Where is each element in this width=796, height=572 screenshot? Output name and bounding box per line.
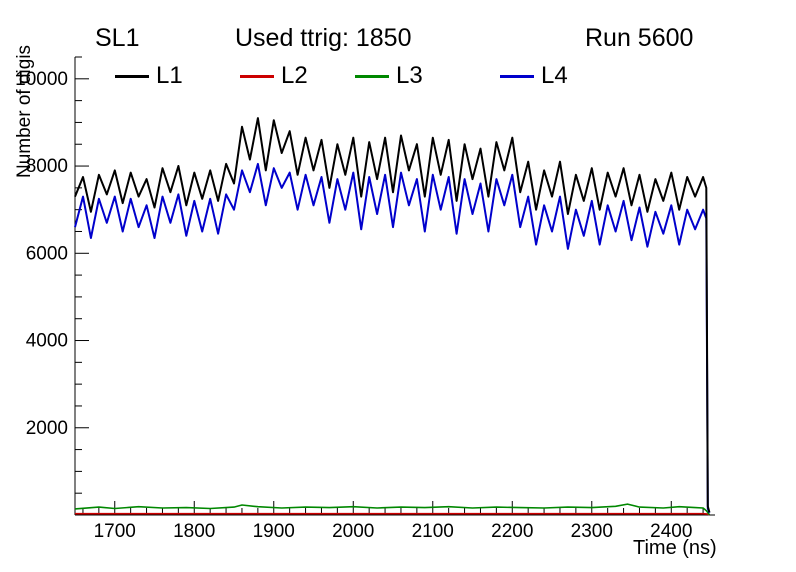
- x-tick-label: 2000: [332, 521, 374, 542]
- ttrig-label: Used ttrig: 1850: [235, 24, 412, 52]
- legend-swatch-L3: [355, 74, 389, 78]
- y-tick-label: 2000: [26, 418, 68, 439]
- legend-label-L2: L2: [281, 62, 308, 89]
- x-tick-label: 2300: [571, 521, 613, 542]
- x-axis-title: Time (ns): [633, 537, 717, 559]
- y-axis-title: Number of digis: [14, 44, 35, 178]
- x-tick-label: 2200: [491, 521, 533, 542]
- run-label: Run 5600: [585, 24, 694, 52]
- legend-swatch-L1: [115, 74, 149, 78]
- legend-label-L3: L3: [396, 62, 423, 89]
- legend-label-L4: L4: [541, 62, 568, 89]
- legend-label-L1: L1: [156, 62, 183, 89]
- x-tick-label: 2100: [412, 521, 454, 542]
- y-tick-label: 4000: [26, 331, 68, 352]
- legend-entry-L2: L2: [240, 63, 308, 89]
- legend-entry-L3: L3: [355, 63, 423, 89]
- x-tick-label: 1800: [173, 521, 215, 542]
- legend-entry-L1: L1: [115, 63, 183, 89]
- series-line-L4: [74, 162, 711, 514]
- x-tick-label: 1700: [94, 521, 136, 542]
- x-tick-label: 2400: [650, 521, 692, 542]
- x-tick-label: 1900: [253, 521, 295, 542]
- series-line-L3: [74, 503, 711, 516]
- legend-swatch-L2: [240, 74, 274, 78]
- chamber-label: SL1: [95, 24, 140, 52]
- legend-swatch-L4: [500, 74, 534, 78]
- y-tick-label: 8000: [26, 156, 68, 177]
- y-tick-label: 6000: [26, 243, 68, 264]
- legend-entry-L4: L4: [500, 63, 568, 89]
- series-line-L1: [74, 117, 711, 513]
- y-tick-label: 10000: [15, 69, 68, 90]
